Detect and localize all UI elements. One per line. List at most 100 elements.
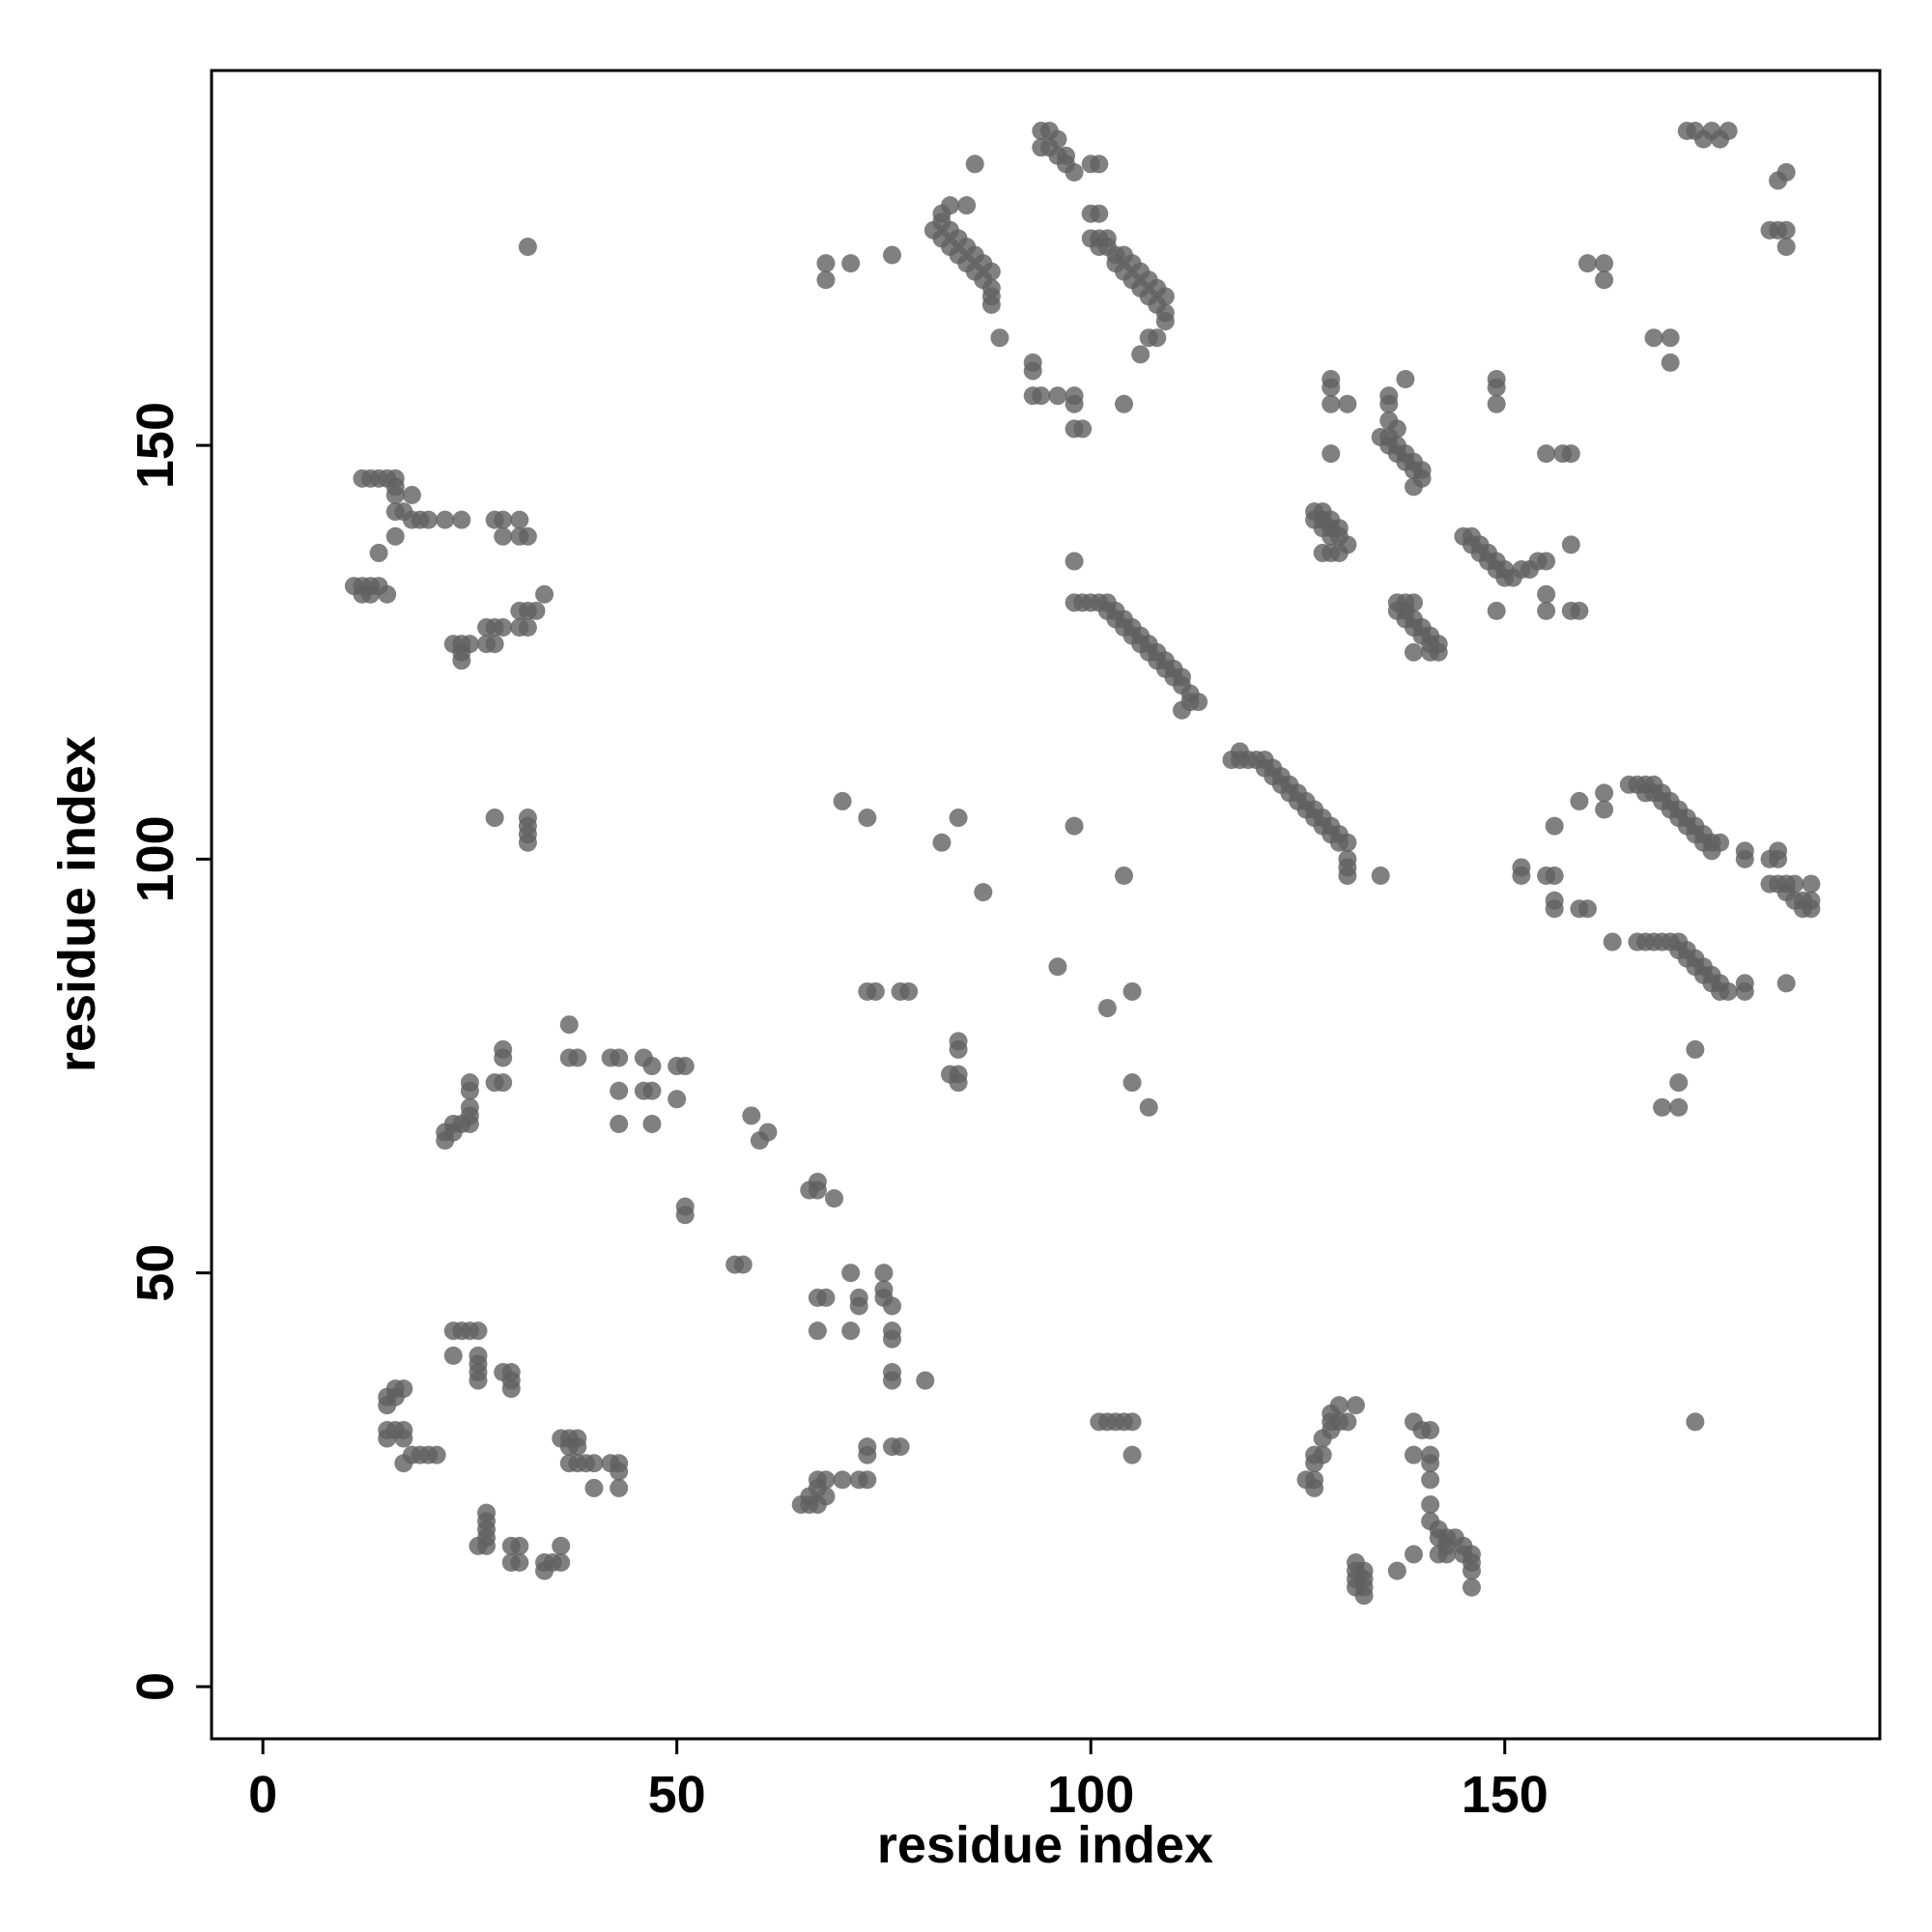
- point: [1321, 1404, 1341, 1423]
- point: [1570, 601, 1589, 620]
- point: [385, 526, 405, 546]
- point: [501, 1379, 521, 1399]
- point: [1802, 899, 1821, 919]
- point: [485, 635, 504, 654]
- point: [949, 1073, 968, 1093]
- point: [1735, 849, 1754, 868]
- point: [510, 1553, 529, 1573]
- point: [816, 1288, 836, 1307]
- point: [1719, 122, 1738, 141]
- point: [610, 1478, 629, 1497]
- point: [1760, 849, 1779, 868]
- point: [858, 809, 877, 828]
- point: [981, 262, 1001, 281]
- point: [1421, 1420, 1440, 1439]
- point: [957, 196, 977, 215]
- y-tick-label: 150: [127, 402, 185, 489]
- point: [1545, 816, 1564, 836]
- point: [1404, 477, 1423, 497]
- point: [1686, 1412, 1705, 1432]
- point: [1023, 361, 1042, 381]
- point: [1686, 1039, 1705, 1059]
- point: [1139, 328, 1158, 348]
- point: [1155, 287, 1175, 306]
- point: [568, 1048, 587, 1067]
- point: [1421, 1454, 1440, 1473]
- point: [932, 833, 952, 852]
- point: [385, 502, 405, 522]
- point: [419, 510, 439, 529]
- point: [1189, 693, 1208, 712]
- point: [1735, 981, 1754, 1001]
- point: [427, 1445, 446, 1464]
- point: [816, 270, 836, 290]
- point: [1487, 378, 1506, 397]
- point: [874, 1264, 894, 1283]
- point: [535, 584, 554, 604]
- point: [883, 1329, 902, 1349]
- point: [1802, 874, 1821, 894]
- point: [1570, 791, 1589, 810]
- point: [1073, 419, 1093, 439]
- point: [1404, 1445, 1423, 1464]
- point: [1090, 204, 1109, 223]
- point: [1404, 642, 1423, 662]
- point: [883, 245, 902, 265]
- point: [378, 1429, 397, 1448]
- point: [552, 1553, 571, 1573]
- point: [825, 1189, 844, 1208]
- point: [642, 1057, 662, 1076]
- point: [941, 196, 960, 215]
- point: [1048, 957, 1067, 977]
- point: [518, 618, 537, 638]
- point: [1048, 129, 1067, 149]
- point: [1487, 394, 1506, 413]
- x-tick-label: 150: [1462, 1766, 1548, 1824]
- y-axis-label: residue index: [48, 736, 106, 1072]
- point: [841, 254, 861, 273]
- point: [1065, 394, 1084, 413]
- point: [1644, 328, 1663, 348]
- point: [891, 1437, 910, 1457]
- point: [443, 1346, 463, 1365]
- point: [1603, 932, 1622, 952]
- point: [1172, 700, 1191, 720]
- point: [1537, 601, 1556, 620]
- point: [883, 1296, 902, 1316]
- point: [584, 1454, 604, 1473]
- point: [1155, 312, 1175, 331]
- point: [1776, 237, 1796, 256]
- point: [510, 510, 529, 529]
- point: [841, 1321, 861, 1341]
- point: [1577, 899, 1597, 919]
- point: [610, 1462, 629, 1481]
- point: [394, 1379, 413, 1399]
- point: [1537, 552, 1556, 571]
- point: [477, 1536, 497, 1555]
- point: [1669, 1097, 1689, 1117]
- point: [369, 543, 388, 562]
- point: [1048, 386, 1067, 406]
- point: [1577, 254, 1597, 273]
- point: [1537, 584, 1556, 604]
- point: [552, 1536, 571, 1555]
- point: [1371, 867, 1390, 886]
- point: [742, 1106, 761, 1125]
- x-tick-label: 0: [248, 1766, 277, 1824]
- point: [1305, 1478, 1324, 1497]
- point: [1338, 833, 1357, 852]
- point: [642, 1081, 662, 1100]
- point: [758, 1122, 778, 1142]
- point: [469, 1321, 488, 1341]
- point: [518, 833, 537, 852]
- point: [1537, 444, 1556, 464]
- point: [394, 1429, 413, 1448]
- point: [841, 1264, 861, 1283]
- point: [1669, 1073, 1689, 1093]
- point: [816, 254, 836, 273]
- point: [402, 485, 421, 504]
- point: [833, 791, 852, 810]
- point: [1097, 999, 1117, 1018]
- point: [510, 1536, 529, 1555]
